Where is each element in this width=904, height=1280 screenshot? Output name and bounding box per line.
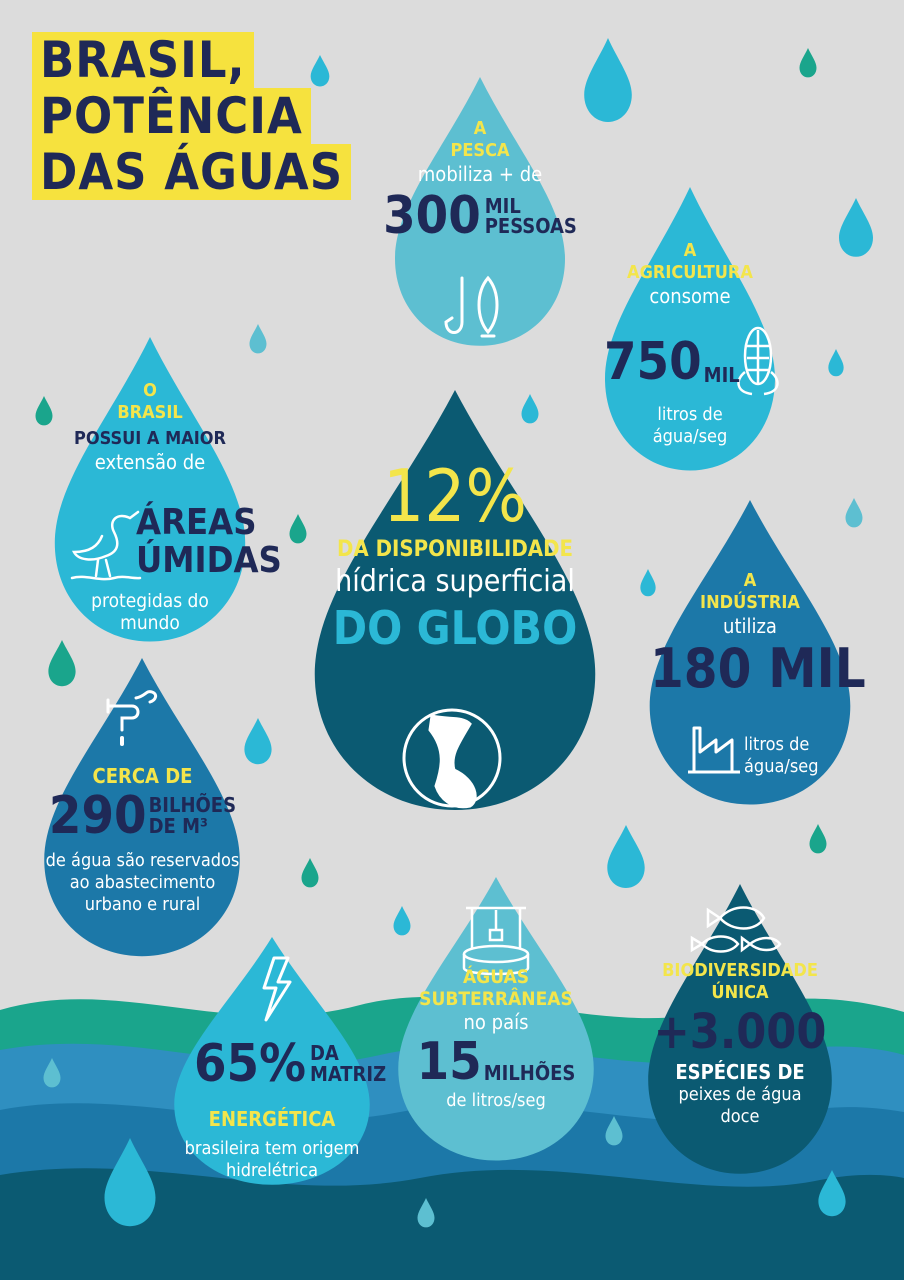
biodiversidade-number: +3.000 — [653, 1004, 827, 1060]
corn-icon — [737, 326, 779, 396]
areas-text-5: protegidas do — [91, 590, 209, 612]
urbano-text-3: ao abastecimento — [69, 872, 216, 893]
globe-icon — [402, 708, 502, 809]
globo-card: 12% DA DISPONIBILIDADE hídrica superfici… — [300, 456, 610, 656]
industria-label-a: A — [743, 570, 757, 591]
areas-big: ÁREAS ÚMIDAS — [136, 504, 282, 580]
globo-text-1: DA DISPONIBILIDADE — [336, 537, 574, 562]
heron-icon — [70, 510, 142, 581]
biodiversidade-label-1: BIODIVERSIDADE — [662, 960, 818, 981]
energia-unit-1: DA — [309, 1041, 339, 1065]
factory-icon — [688, 726, 740, 774]
agricultura-text-4: litros de — [657, 404, 723, 425]
industria-text-5: água/seg — [744, 756, 819, 777]
energia-card: ENERGÉTICA brasileira tem origem hidrelé… — [172, 1106, 372, 1182]
agricultura-unit: MIL — [703, 363, 740, 387]
agricultura-label-a: A — [683, 240, 697, 261]
title: BRASIL, POTÊNCIA DAS ÁGUAS — [32, 32, 352, 200]
areas-text-3: POSSUI A MAIOR — [73, 428, 227, 449]
industria-text-4: litros de — [744, 734, 810, 755]
energia-unit-2: MATRIZ — [309, 1062, 387, 1086]
water-well-icon — [462, 906, 530, 976]
industria-card: A INDÚSTRIA utiliza 180 MIL — [650, 570, 866, 700]
title-line-3: DAS ÁGUAS — [32, 144, 352, 200]
energia-text-2: brasileira tem origem — [184, 1138, 360, 1159]
agricultura-number-row: 750 MIL — [604, 334, 740, 390]
subterraneas-label-2: SUBTERRÂNEAS — [419, 988, 573, 1010]
pesca-unit-2: PESSOAS — [484, 214, 577, 238]
urbano-card: CERCA DE 290 BILHÕES DE M³ de água são r… — [40, 764, 245, 916]
globo-number: 12% — [383, 454, 527, 538]
industria-number: 180 MIL — [650, 637, 866, 700]
energia-text-1: ENERGÉTICA — [208, 1107, 336, 1131]
industria-text: utiliza — [723, 614, 777, 638]
subterraneas-unit: MILHÕES — [483, 1061, 576, 1085]
pesca-label-a: A — [473, 118, 487, 139]
energia-number-row: 65% DA MATRIZ — [194, 1036, 386, 1092]
biodiversidade-card: BIODIVERSIDADE ÚNICA +3.000 ESPÉCIES DE … — [640, 960, 840, 1128]
fishing-hook-fish-icon — [444, 275, 499, 338]
areas-text-6: mundo — [120, 612, 180, 634]
biodiversidade-text-4: peixes de água — [678, 1084, 802, 1105]
industria-subtext: litros de água/seg — [744, 734, 819, 778]
urbano-unit-1: BILHÕES — [148, 793, 237, 817]
agricultura-label: AGRICULTURA — [627, 262, 753, 283]
industria-label: INDÚSTRIA — [700, 592, 800, 613]
subterraneas-text-4: de litros/seg — [446, 1090, 546, 1111]
areas-text-4: extensão de — [94, 450, 206, 474]
subterraneas-text: no país — [463, 1010, 529, 1034]
pesca-text: mobiliza + de — [417, 162, 543, 186]
areas-label-o: O — [143, 380, 157, 401]
pesca-number: 300 — [383, 186, 481, 246]
subterraneas-card: ÁGUAS SUBTERRÂNEAS no país 15 MILHÕES de… — [396, 966, 596, 1112]
globo-text-3: DO GLOBO — [332, 601, 578, 655]
faucet-icon — [106, 690, 158, 746]
subterraneas-label-1: ÁGUAS — [462, 966, 530, 988]
urbano-text-2: de água são reservados — [45, 850, 240, 871]
areas-big-1: ÁREAS — [136, 502, 257, 543]
title-line-1: BRASIL, — [32, 32, 254, 88]
pesca-label: PESCA — [450, 140, 510, 161]
areas-subtext: protegidas do mundo — [60, 590, 240, 634]
fish-icon — [690, 906, 782, 953]
pesca-unit-1: MIL — [484, 194, 521, 218]
agricultura-subtext: litros de água/seg — [640, 404, 740, 448]
areas-card: O BRASIL POSSUI A MAIOR extensão de — [50, 380, 250, 474]
pesca-card: A PESCA mobiliza + de 300 MIL PESSOAS — [380, 118, 580, 244]
biodiversidade-text-5: doce — [720, 1106, 760, 1127]
urbano-number: 290 — [48, 786, 147, 846]
lightning-icon — [262, 956, 292, 1022]
areas-label: BRASIL — [117, 402, 183, 423]
agricultura-number: 750 — [604, 332, 702, 392]
energia-number: 65% — [194, 1034, 306, 1094]
subterraneas-number: 15 — [416, 1032, 482, 1092]
urbano-label: CERCA DE — [92, 764, 193, 788]
urbano-text-4: urbano e rural — [84, 894, 201, 915]
agricultura-text: consome — [649, 284, 731, 308]
globo-text-2: hídrica superficial — [335, 564, 575, 599]
agricultura-card: A AGRICULTURA consome — [590, 240, 790, 308]
agricultura-text-5: água/seg — [652, 426, 728, 447]
energia-text-3: hidrelétrica — [225, 1160, 319, 1181]
biodiversidade-label-2: ÚNICA — [711, 982, 769, 1003]
areas-big-2: ÚMIDAS — [136, 540, 282, 581]
biodiversidade-text-3: ESPÉCIES DE — [675, 1060, 805, 1084]
wave-dark-teal — [0, 1168, 904, 1280]
urbano-unit-2: DE M³ — [148, 814, 208, 838]
title-line-2: POTÊNCIA — [32, 88, 311, 144]
